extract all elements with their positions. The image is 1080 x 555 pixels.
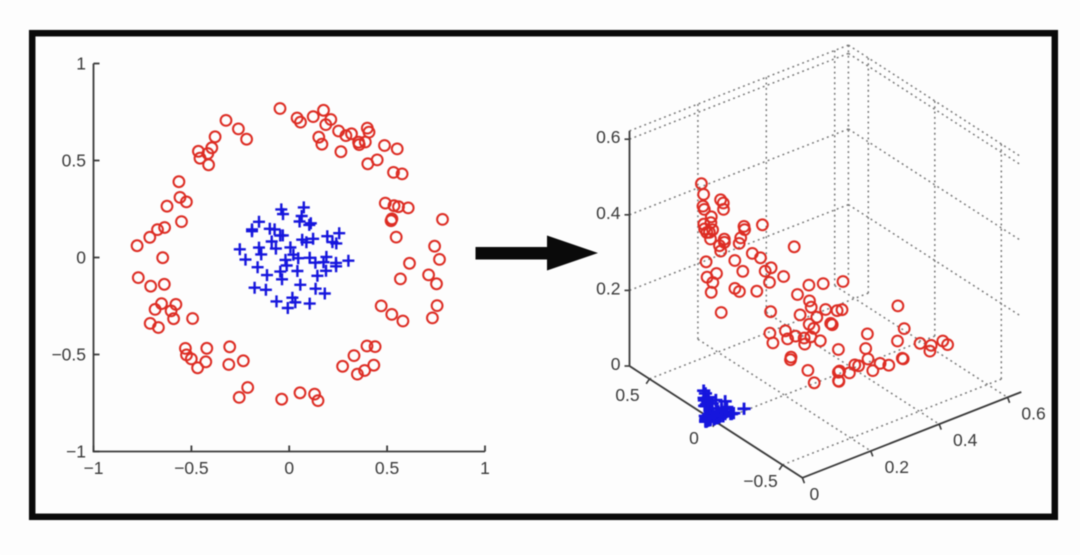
svg-text:−1: −1	[66, 442, 86, 462]
svg-text:−0.5: −0.5	[174, 458, 209, 478]
svg-text:0: 0	[284, 458, 294, 478]
svg-text:0: 0	[76, 248, 86, 268]
svg-text:0: 0	[611, 354, 621, 374]
svg-text:1: 1	[76, 54, 86, 74]
svg-text:−0.5: −0.5	[743, 471, 778, 491]
svg-text:0.2: 0.2	[885, 457, 909, 477]
svg-text:0: 0	[810, 484, 820, 504]
svg-text:0.4: 0.4	[596, 203, 621, 223]
svg-text:1: 1	[480, 458, 490, 478]
svg-text:0: 0	[689, 428, 699, 448]
svg-text:−1: −1	[84, 458, 104, 478]
svg-text:0.2: 0.2	[596, 278, 620, 298]
svg-text:−0.5: −0.5	[51, 345, 86, 365]
svg-text:0.6: 0.6	[1021, 403, 1045, 423]
svg-text:0.4: 0.4	[953, 430, 978, 450]
svg-text:0.5: 0.5	[615, 385, 639, 405]
svg-text:0.6: 0.6	[596, 127, 620, 147]
svg-text:0.5: 0.5	[375, 458, 399, 478]
svg-text:0.5: 0.5	[62, 151, 86, 171]
